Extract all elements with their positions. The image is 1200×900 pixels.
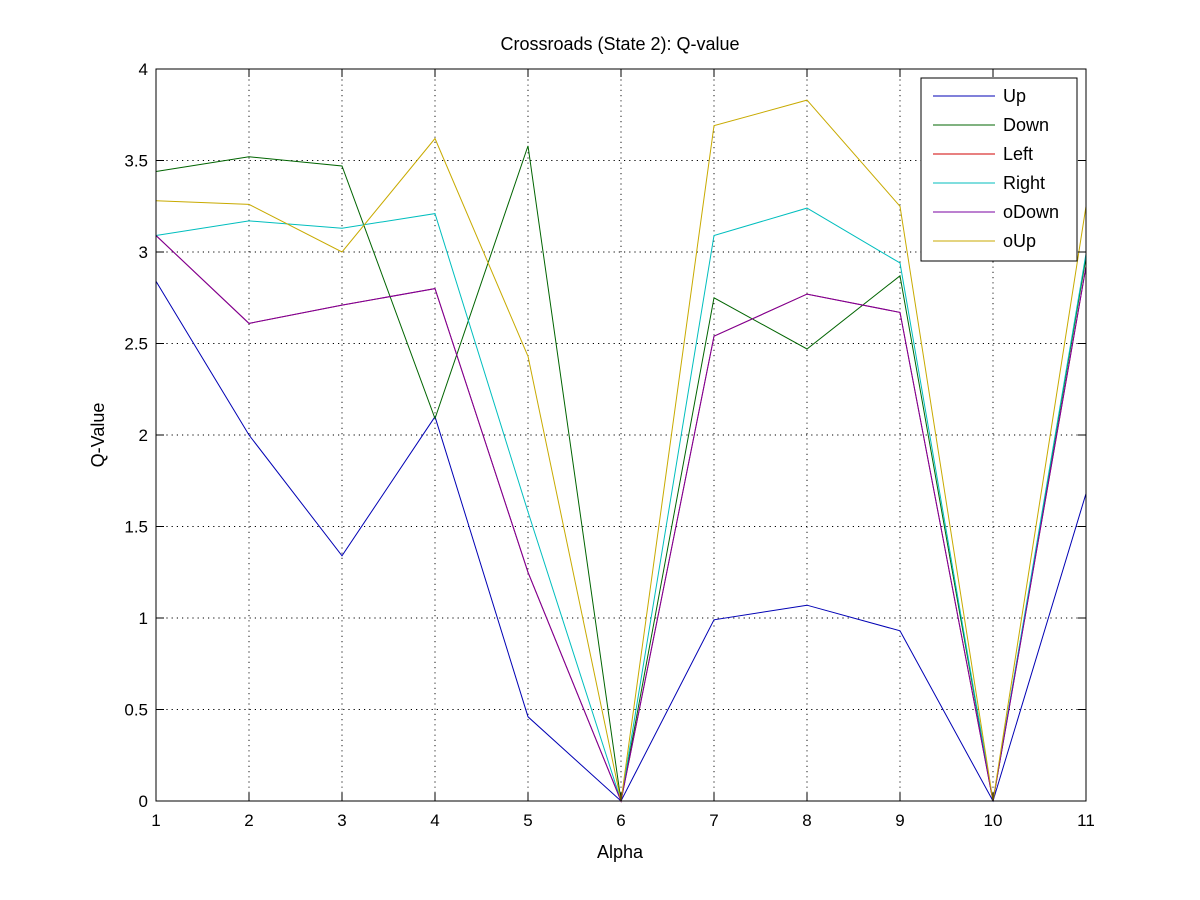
y-tick-label: 1.5 bbox=[124, 518, 148, 537]
y-tick-label: 3.5 bbox=[124, 152, 148, 171]
x-tick-label: 2 bbox=[244, 811, 253, 830]
legend-label-left: Left bbox=[1003, 144, 1033, 164]
y-tick-label: 2 bbox=[139, 426, 148, 445]
x-tick-label: 1 bbox=[151, 811, 160, 830]
y-tick-label: 1 bbox=[139, 609, 148, 628]
legend-label-right: Right bbox=[1003, 173, 1045, 193]
x-tick-label: 7 bbox=[709, 811, 718, 830]
x-tick-label: 6 bbox=[616, 811, 625, 830]
legend-box bbox=[920, 77, 1078, 262]
y-tick-label: 3 bbox=[139, 243, 148, 262]
x-tick-label: 10 bbox=[984, 811, 1003, 830]
y-axis-title: Q-Value bbox=[88, 403, 108, 468]
x-tick-label: 9 bbox=[895, 811, 904, 830]
legend-label-up: Up bbox=[1003, 86, 1026, 106]
chart-title: Crossroads (State 2): Q-value bbox=[500, 34, 739, 54]
x-axis-title: Alpha bbox=[597, 842, 644, 862]
y-axis: 0 0.5 1 1.5 2 2.5 3 3.5 4 bbox=[124, 60, 1086, 811]
y-tick-label: 4 bbox=[139, 60, 148, 79]
x-tick-label: 8 bbox=[802, 811, 811, 830]
legend-label-odown: oDown bbox=[1003, 202, 1059, 222]
y-tick-label: 0 bbox=[139, 792, 148, 811]
x-tick-label: 11 bbox=[1077, 811, 1095, 830]
legend-label-down: Down bbox=[1003, 115, 1049, 135]
y-tick-label: 0.5 bbox=[124, 701, 148, 720]
x-tick-label: 3 bbox=[337, 811, 346, 830]
x-tick-label: 5 bbox=[523, 811, 532, 830]
legend: Up Down Left Right oDown oUp bbox=[920, 77, 1078, 262]
y-tick-label: 2.5 bbox=[124, 335, 148, 354]
x-tick-label: 4 bbox=[430, 811, 439, 830]
legend-label-oup: oUp bbox=[1003, 231, 1036, 251]
x-axis: 1 2 3 4 5 6 7 8 9 10 11 bbox=[151, 69, 1095, 830]
